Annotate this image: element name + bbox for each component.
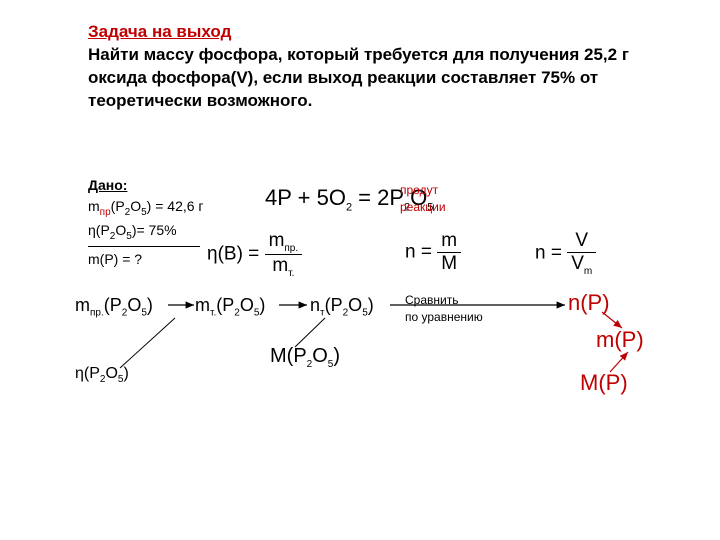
eq-mid: = 2P bbox=[352, 185, 404, 210]
eta-e: ) bbox=[123, 365, 128, 382]
n-formula-1: n = m M bbox=[405, 230, 461, 275]
c2-m: m bbox=[195, 295, 210, 315]
c1-sub: пр. bbox=[90, 308, 104, 319]
c3-e: ) bbox=[368, 295, 374, 315]
M-pre: M(P bbox=[270, 345, 307, 367]
c2-e: ) bbox=[259, 295, 265, 315]
eta-den: m bbox=[272, 255, 288, 276]
compare-text: Сравнить по уравнению bbox=[405, 292, 483, 326]
c3-o: O bbox=[348, 295, 362, 315]
given-o: O bbox=[130, 198, 141, 214]
chain-n-t: nт(P2O5) bbox=[310, 295, 374, 319]
given-sub-pr: пр bbox=[100, 207, 111, 218]
M-label: M(P2O5) bbox=[270, 345, 340, 370]
c1-o: O bbox=[127, 295, 141, 315]
c1-m: m bbox=[75, 295, 90, 315]
c1-p: (P bbox=[104, 295, 122, 315]
given-val2: )= 75% bbox=[132, 222, 177, 238]
given-line3: m(P) = ? bbox=[88, 249, 204, 270]
given-header: Дано: bbox=[88, 175, 204, 196]
given-val1: ) = 42,6 г bbox=[147, 198, 204, 214]
eta-lhs: η(B) = bbox=[207, 243, 265, 264]
eta-den-sub: т. bbox=[288, 268, 294, 279]
eta-num: m bbox=[269, 230, 285, 251]
n2-den: V bbox=[571, 253, 584, 274]
n2-lhs: n = bbox=[535, 242, 567, 263]
given-m: m bbox=[88, 198, 100, 214]
given-p: (P bbox=[111, 198, 125, 214]
result-Mp: M(P) bbox=[580, 370, 628, 396]
c1-e: ) bbox=[147, 295, 153, 315]
problem-title: Задача на выход bbox=[88, 22, 231, 42]
M-o: O bbox=[312, 345, 328, 367]
label-reaction: реакции bbox=[400, 200, 446, 214]
n1-frac: m M bbox=[437, 230, 461, 275]
given-line2: η(P2O5)= 75% bbox=[88, 220, 204, 244]
given-line1: mпр(P2O5) = 42,6 г bbox=[88, 196, 204, 220]
M-e: ) bbox=[333, 345, 340, 367]
eta-num-sub: пр. bbox=[284, 243, 298, 254]
given-divider bbox=[88, 246, 200, 247]
chain-m-pr: mпр.(P2O5) bbox=[75, 295, 153, 319]
result-np: n(P) bbox=[568, 290, 610, 316]
compare-l1: Сравнить bbox=[405, 292, 483, 309]
eta-frac: mпр. mт. bbox=[265, 230, 303, 279]
result-mp: m(P) bbox=[596, 327, 644, 353]
chain-m-t: mт.(P2O5) bbox=[195, 295, 265, 319]
n1-lhs: n = bbox=[405, 242, 437, 263]
eq-pre: 4P + 5O bbox=[265, 185, 346, 210]
n1-num: m bbox=[437, 230, 461, 253]
eta-pre: η(P bbox=[75, 365, 100, 382]
n2-num: V bbox=[567, 230, 596, 253]
compare-l2: по уравнению bbox=[405, 309, 483, 326]
given-eta: η(P bbox=[88, 222, 110, 238]
eta-formula: η(B) = mпр. mт. bbox=[207, 230, 302, 279]
c3-p: (P bbox=[325, 295, 343, 315]
c2-p: (P bbox=[216, 295, 234, 315]
n1-den: M bbox=[437, 253, 461, 275]
c2-o: O bbox=[240, 295, 254, 315]
problem-text: Найти массу фосфора, который требуется д… bbox=[88, 44, 648, 113]
eta-label: η(P2O5) bbox=[75, 365, 129, 385]
given-block: Дано: mпр(P2O5) = 42,6 г η(P2O5)= 75% m(… bbox=[88, 175, 204, 270]
eta-o: O bbox=[105, 365, 117, 382]
n2-den-sub: m bbox=[584, 266, 592, 277]
label-product: продут bbox=[400, 183, 438, 197]
n2-frac: V Vm bbox=[567, 230, 596, 277]
c3-n: n bbox=[310, 295, 320, 315]
n-formula-2: n = V Vm bbox=[535, 230, 596, 277]
given-o2: O bbox=[115, 222, 126, 238]
